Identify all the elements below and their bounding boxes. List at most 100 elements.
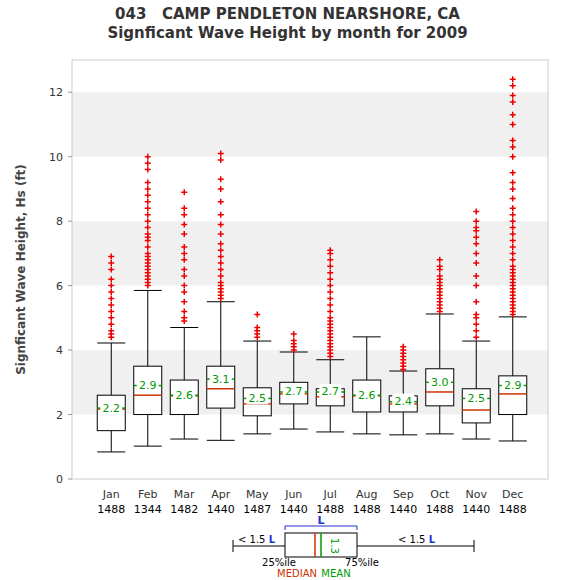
mean-label-bg bbox=[429, 374, 451, 388]
marks bbox=[97, 76, 527, 452]
outlier bbox=[510, 121, 516, 127]
outlier bbox=[510, 225, 516, 231]
outlier bbox=[218, 186, 224, 192]
outlier bbox=[510, 186, 516, 192]
whisker-lower bbox=[184, 415, 185, 439]
outlier bbox=[181, 289, 187, 295]
y-tick-label: 8 bbox=[56, 215, 63, 228]
key-range: < 1.5 L bbox=[398, 534, 436, 545]
median-line bbox=[426, 391, 454, 393]
y-tick bbox=[68, 350, 72, 351]
y-tick bbox=[68, 156, 72, 157]
whisker-upper bbox=[257, 341, 258, 388]
outlier bbox=[327, 296, 333, 302]
whisker-cap-lower bbox=[97, 451, 125, 452]
outlier bbox=[291, 337, 297, 343]
outlier bbox=[218, 247, 224, 253]
outlier bbox=[510, 83, 516, 89]
outlier bbox=[510, 205, 516, 211]
outlier bbox=[108, 296, 114, 302]
y-tick-label: 12 bbox=[49, 86, 63, 99]
key-q1: 25%ile bbox=[262, 557, 296, 568]
plot-frame bbox=[72, 60, 548, 479]
key-cap bbox=[474, 540, 475, 552]
outlier bbox=[145, 244, 151, 250]
whisker-cap-lower bbox=[462, 439, 490, 440]
mean-label-bg bbox=[173, 387, 195, 401]
outlier bbox=[181, 257, 187, 263]
key-median-text: MEDIAN bbox=[277, 568, 317, 579]
y-tick-label: 10 bbox=[49, 151, 63, 164]
whisker-upper bbox=[184, 328, 185, 381]
mean-label: 2.2 bbox=[103, 402, 121, 415]
outlier bbox=[108, 267, 114, 273]
outlier bbox=[218, 231, 224, 237]
y-tick-label: 4 bbox=[56, 344, 63, 357]
outlier bbox=[510, 112, 516, 118]
box bbox=[426, 369, 454, 406]
outlier bbox=[510, 257, 516, 263]
outlier bbox=[510, 237, 516, 243]
outlier bbox=[145, 160, 151, 166]
whisker-lower bbox=[293, 404, 294, 429]
outlier bbox=[218, 241, 224, 247]
median-line bbox=[462, 409, 490, 411]
outlier bbox=[181, 299, 187, 305]
median-line bbox=[134, 394, 162, 396]
key-mean bbox=[320, 533, 322, 557]
count-label: 1440 bbox=[389, 503, 417, 516]
outlier bbox=[510, 179, 516, 185]
mean-label-bg bbox=[283, 384, 305, 398]
key-mean-example: 1.3 bbox=[329, 538, 340, 554]
x-tick-label: Mar bbox=[174, 488, 195, 501]
whisker-lower bbox=[366, 412, 367, 434]
key-box bbox=[285, 533, 357, 557]
x-tick-label: Dec bbox=[502, 488, 523, 501]
x-tick-label: Nov bbox=[466, 488, 488, 501]
outlier bbox=[181, 250, 187, 256]
mean-label-bg bbox=[465, 390, 487, 404]
outlier bbox=[473, 208, 479, 214]
title: 043 CAMP PENDLETON NEARSHORE, CA bbox=[115, 5, 460, 23]
whisker-cap-lower bbox=[353, 433, 381, 434]
key-cap bbox=[233, 540, 234, 552]
outlier bbox=[327, 283, 333, 289]
whisker-cap-upper bbox=[462, 341, 490, 342]
mean-label: 2.9 bbox=[504, 379, 522, 392]
outlier bbox=[473, 241, 479, 247]
outlier bbox=[473, 250, 479, 256]
outlier bbox=[510, 92, 516, 98]
mean-label: 3.0 bbox=[431, 376, 449, 389]
outlier bbox=[473, 312, 479, 318]
outlier bbox=[145, 186, 151, 192]
outlier bbox=[510, 218, 516, 224]
key-whisker bbox=[357, 546, 474, 547]
x-tick-label: May bbox=[246, 488, 269, 501]
y-tick-label: 2 bbox=[56, 409, 63, 422]
outlier bbox=[291, 331, 297, 337]
outlier bbox=[437, 257, 443, 263]
outlier bbox=[327, 302, 333, 308]
whisker-lower bbox=[220, 408, 221, 440]
outlier bbox=[218, 199, 224, 205]
whisker-upper bbox=[366, 337, 367, 380]
box bbox=[134, 366, 162, 414]
outlier bbox=[473, 260, 479, 266]
outlier bbox=[218, 273, 224, 279]
outlier bbox=[145, 199, 151, 205]
outlier bbox=[510, 212, 516, 218]
outlier bbox=[437, 263, 443, 269]
whisker-upper bbox=[476, 341, 477, 389]
x-tick-label: Jun bbox=[284, 488, 302, 501]
count-label: 1488 bbox=[97, 503, 125, 516]
whisker-upper bbox=[403, 371, 404, 396]
outlier bbox=[510, 250, 516, 256]
outlier bbox=[108, 321, 114, 327]
whisker-cap-lower bbox=[316, 431, 344, 432]
outlier bbox=[254, 312, 260, 318]
outlier bbox=[327, 315, 333, 321]
outlier bbox=[108, 289, 114, 295]
mean-label-bg bbox=[137, 378, 159, 392]
whisker-upper bbox=[111, 343, 112, 395]
mean-label-bg bbox=[502, 378, 524, 392]
